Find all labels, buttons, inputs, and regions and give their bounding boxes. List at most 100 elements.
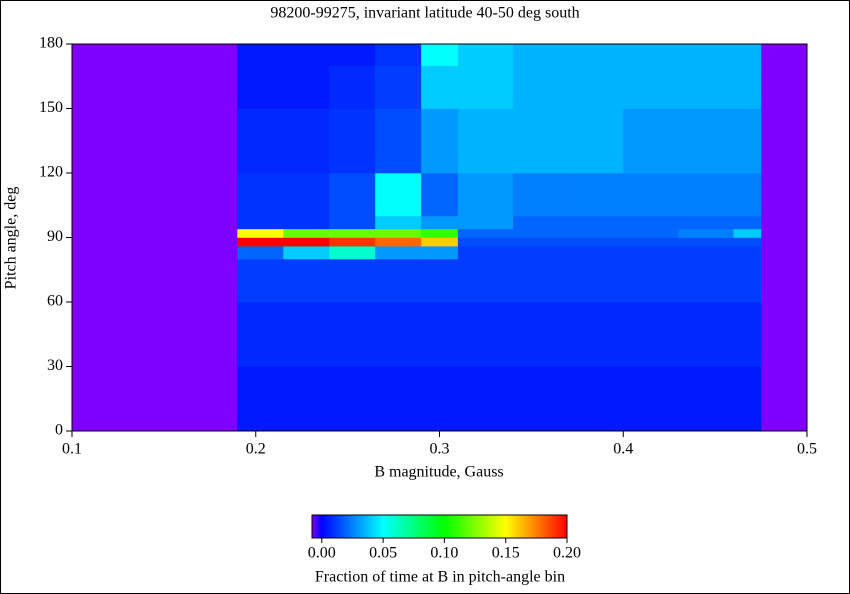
heatmap-cell <box>283 173 330 217</box>
x-tick-label: 0.3 <box>430 441 450 458</box>
heatmap-cell <box>283 302 330 367</box>
heatmap-cell <box>457 228 514 238</box>
x-tick-label: 0.4 <box>613 441 633 458</box>
heatmap-cell <box>457 366 514 432</box>
y-tick-label: 30 <box>47 357 63 374</box>
heatmap-cell <box>733 173 762 217</box>
y-tick-label: 180 <box>39 35 63 52</box>
heatmap-cell <box>678 173 734 217</box>
heatmap-cell <box>457 44 514 66</box>
heatmap-cell <box>678 366 734 432</box>
heatmap-cell <box>329 259 376 303</box>
heatmap-cell <box>237 302 284 367</box>
heatmap-cell <box>678 302 734 367</box>
heatmap-cell <box>513 44 569 66</box>
colorbar-tick-label: 0.10 <box>430 545 458 562</box>
heatmap-cell <box>513 228 569 238</box>
heatmap-cell <box>678 216 734 230</box>
y-tick-label: 60 <box>47 293 63 310</box>
heatmap-cell <box>733 65 762 109</box>
heatmap-cell <box>283 216 330 230</box>
heatmap-cell <box>568 108 624 174</box>
heatmap-cell <box>568 173 624 217</box>
heatmap-cell <box>457 173 514 217</box>
heatmap-cell <box>733 44 762 66</box>
heatmap-cell <box>421 246 459 260</box>
heatmap-cell <box>623 216 679 230</box>
heatmap-cell <box>421 44 459 66</box>
heatmap-cell <box>375 246 422 260</box>
heatmap-cell <box>623 246 679 260</box>
heatmap-cell <box>457 259 514 303</box>
heatmap-cell <box>237 173 284 217</box>
heatmap-cell <box>375 366 422 432</box>
heatmap-cell <box>375 108 422 174</box>
heatmap-cell <box>329 44 376 66</box>
heatmap-cell <box>733 366 762 432</box>
heatmap-cell <box>623 366 679 432</box>
heatmap-cell <box>421 173 459 217</box>
y-tick-label: 90 <box>47 228 63 245</box>
heatmap-cell <box>421 259 459 303</box>
heatmap-cell <box>623 108 679 174</box>
heatmap-cell <box>283 259 330 303</box>
heatmap-cell <box>237 366 284 432</box>
heatmap-cell <box>568 216 624 230</box>
heatmap-cell <box>329 366 376 432</box>
heatmap-cell <box>237 228 284 238</box>
heatmap-cell <box>513 246 569 260</box>
heatmap-cell <box>329 65 376 109</box>
heatmap-cell <box>457 237 514 247</box>
heatmap-cell <box>678 246 734 260</box>
heatmap-cell <box>283 228 330 238</box>
heatmap-cell <box>623 44 679 66</box>
heatmap-cell <box>623 228 679 238</box>
heatmap-cell <box>457 246 514 260</box>
heatmap-cell <box>513 302 569 367</box>
heatmap-cell <box>329 173 376 217</box>
heatmap-cell <box>237 65 284 109</box>
heatmap-cell <box>568 302 624 367</box>
heatmap-cell <box>237 246 284 260</box>
heatmap-cell <box>678 44 734 66</box>
heatmap-cell <box>733 108 762 174</box>
heatmap-cell <box>678 108 734 174</box>
heatmap-cell <box>421 237 459 247</box>
heatmap-cell <box>733 228 762 238</box>
heatmap-cell <box>421 228 459 238</box>
heatmap-cell <box>375 302 422 367</box>
heatmap-cell <box>568 237 624 247</box>
heatmap-cell <box>421 216 459 230</box>
heatmap-cell <box>733 259 762 303</box>
heatmap-cell <box>457 302 514 367</box>
heatmap-cell <box>733 246 762 260</box>
x-tick-label: 0.5 <box>797 441 817 458</box>
heatmap <box>72 44 807 432</box>
heatmap-cell <box>678 259 734 303</box>
heatmap-cell <box>329 216 376 230</box>
heatmap-cell <box>623 65 679 109</box>
colorbar-tick-label: 0.15 <box>492 545 520 562</box>
heatmap-cell <box>678 237 734 247</box>
heatmap-cell <box>237 237 284 247</box>
heatmap-cell <box>513 259 569 303</box>
chart-title: 98200-99275, invariant latitude 40-50 de… <box>270 5 579 22</box>
y-axis-label: Pitch angle, deg <box>3 187 20 290</box>
heatmap-cell <box>329 228 376 238</box>
heatmap-cell <box>421 108 459 174</box>
heatmap-cell <box>329 246 376 260</box>
colorbar <box>311 514 568 539</box>
colorbar-tick-label: 0.20 <box>553 545 581 562</box>
y-tick-label: 0 <box>55 422 63 439</box>
colorbar-label: Fraction of time at B in pitch-angle bin <box>315 569 565 586</box>
heatmap-cell <box>568 246 624 260</box>
y-tick-label: 150 <box>39 99 63 116</box>
heatmap-cell <box>513 65 569 109</box>
heatmap-cell <box>329 108 376 174</box>
heatmap-cell <box>457 108 514 174</box>
heatmap-cell <box>375 228 422 238</box>
heatmap-cell <box>623 237 679 247</box>
heatmap-cell <box>568 228 624 238</box>
heatmap-cell <box>568 259 624 303</box>
heatmap-cell <box>568 44 624 66</box>
